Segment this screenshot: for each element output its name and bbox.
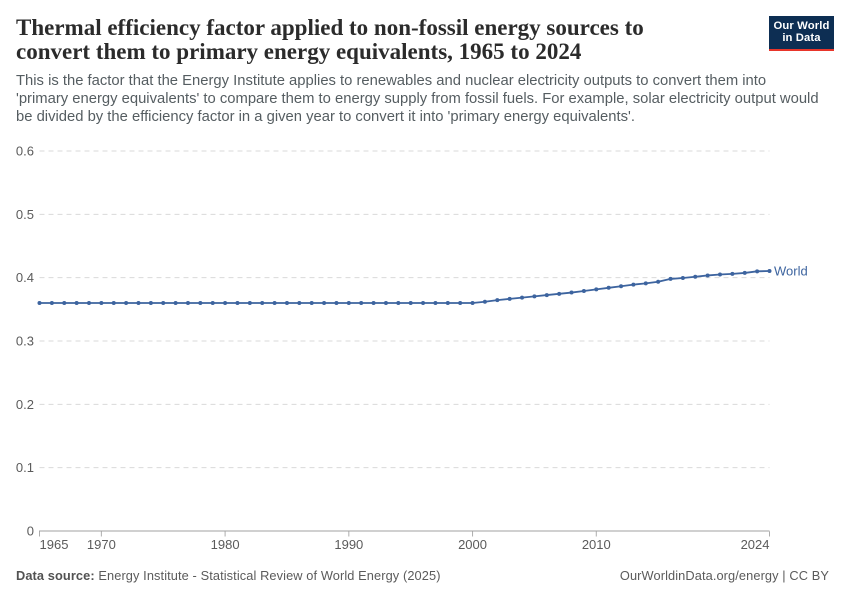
x-tick-label-1965: 1965 xyxy=(40,537,69,552)
data-point xyxy=(260,301,265,305)
owid-logo-text-line-2: in Data xyxy=(782,32,821,45)
data-point xyxy=(62,301,67,305)
series-line-world xyxy=(38,270,771,304)
y-tick-label-0: 0 xyxy=(27,524,34,539)
data-point xyxy=(470,301,475,305)
data-point xyxy=(619,284,624,289)
data-point xyxy=(730,271,735,276)
data-point xyxy=(124,301,129,305)
data-point xyxy=(284,301,289,305)
data-point xyxy=(247,301,252,305)
data-point xyxy=(544,293,549,298)
data-point xyxy=(643,281,648,286)
data-point xyxy=(767,269,772,274)
y-tick-label-0.4: 0.4 xyxy=(16,270,34,285)
y-tick-label-0.2: 0.2 xyxy=(16,397,34,412)
data-point xyxy=(433,301,438,305)
data-point xyxy=(272,301,277,305)
data-point xyxy=(507,296,512,301)
data-point xyxy=(606,285,611,290)
data-point xyxy=(210,301,215,305)
data-point xyxy=(631,282,636,287)
data-point xyxy=(371,301,376,305)
data-source-label: Data source: xyxy=(16,568,95,583)
chart-subtitle-line-2: 'primary energy equivalents' to compare … xyxy=(16,90,819,107)
x-tick-label-1990: 1990 xyxy=(334,537,363,552)
y-tick-label-0.6: 0.6 xyxy=(16,144,34,159)
data-point xyxy=(668,276,673,281)
data-point xyxy=(396,301,401,305)
x-tick-label-2010: 2010 xyxy=(582,537,611,552)
x-tick-label-2024: 2024 xyxy=(741,537,770,552)
data-point xyxy=(557,291,562,296)
data-source-note: Data source: Energy Institute - Statisti… xyxy=(16,568,441,583)
data-point xyxy=(74,301,79,305)
data-point xyxy=(49,301,54,305)
data-point xyxy=(693,274,698,279)
data-point xyxy=(656,279,661,284)
data-point xyxy=(235,301,240,305)
owid-logo-text-line-1: Our World xyxy=(773,19,830,32)
data-point xyxy=(161,301,166,305)
data-point xyxy=(520,295,525,300)
owid-logo[interactable]: Our World in Data xyxy=(769,16,834,51)
data-point xyxy=(755,269,760,274)
data-point xyxy=(334,301,339,305)
data-point xyxy=(173,301,178,305)
data-point xyxy=(742,270,747,275)
data-point xyxy=(185,301,190,305)
data-point xyxy=(359,301,364,305)
data-point xyxy=(223,301,228,305)
x-tick-label-2000: 2000 xyxy=(458,537,487,552)
data-point xyxy=(383,301,388,305)
chart-subtitle: This is the factor that the Energy Insti… xyxy=(16,72,819,126)
data-point xyxy=(445,301,450,305)
x-tick-label-1980: 1980 xyxy=(211,537,240,552)
chart-subtitle-line-3: be divided by the efficiency factor in a… xyxy=(16,108,635,125)
data-point xyxy=(532,294,537,299)
series-label-world: World xyxy=(774,264,808,279)
data-point xyxy=(569,290,574,295)
chart-title-line-1: Thermal efficiency factor applied to non… xyxy=(16,15,644,40)
data-point xyxy=(297,301,302,305)
data-point xyxy=(458,301,463,305)
data-point xyxy=(705,273,710,278)
y-tick-label-0.1: 0.1 xyxy=(16,460,34,475)
data-point xyxy=(495,298,500,303)
chart-subtitle-line-1: This is the factor that the Energy Insti… xyxy=(16,72,767,89)
data-point xyxy=(136,301,141,305)
y-tick-label-0.3: 0.3 xyxy=(16,334,34,349)
data-point xyxy=(421,301,426,305)
data-point xyxy=(594,287,599,292)
owid-url-license[interactable]: OurWorldinData.org/energy | CC BY xyxy=(619,568,829,583)
series-world[interactable]: World xyxy=(37,264,808,305)
data-point xyxy=(482,299,487,304)
x-tick-label-1970: 1970 xyxy=(87,537,116,552)
data-point xyxy=(581,288,586,293)
data-point xyxy=(346,301,351,305)
data-point xyxy=(198,301,203,305)
data-source-text: Energy Institute - Statistical Review of… xyxy=(98,568,441,583)
data-point xyxy=(408,301,413,305)
data-point xyxy=(148,301,153,305)
chart-title: Thermal efficiency factor applied to non… xyxy=(16,16,644,64)
y-tick-label-0.5: 0.5 xyxy=(16,207,34,222)
data-point xyxy=(99,301,104,305)
data-point xyxy=(322,301,327,305)
data-point xyxy=(86,301,91,305)
data-point xyxy=(680,275,685,280)
chart-title-line-2: convert them to primary energy equivalen… xyxy=(16,38,582,64)
data-point xyxy=(309,301,314,305)
data-point xyxy=(718,272,723,277)
data-point xyxy=(111,301,116,305)
data-point xyxy=(37,301,42,305)
